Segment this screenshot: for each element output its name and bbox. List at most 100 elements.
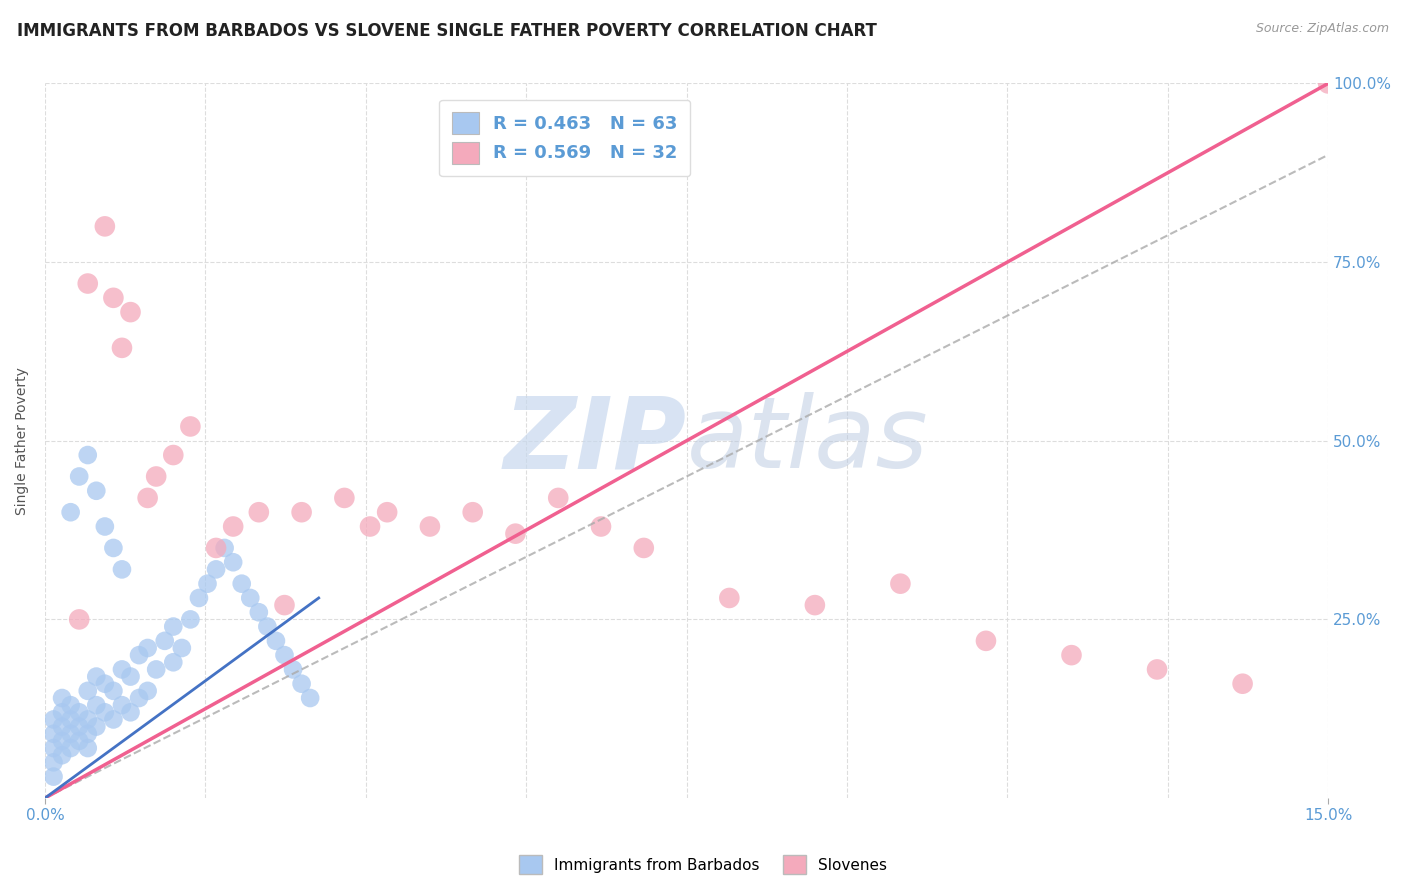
Point: [222, 555, 245, 569]
Point: [273, 648, 295, 662]
Point: [239, 591, 262, 605]
Point: [128, 691, 150, 706]
Point: [67, 720, 90, 734]
Point: [103, 684, 125, 698]
Point: [51, 720, 73, 734]
Text: Source: ZipAtlas.com: Source: ZipAtlas.com: [1256, 22, 1389, 36]
Point: [76, 727, 98, 741]
Point: [42, 727, 65, 741]
Point: [111, 662, 134, 676]
Point: [136, 491, 159, 505]
Point: [889, 576, 911, 591]
Point: [94, 706, 117, 720]
Point: [111, 698, 134, 713]
Point: [247, 605, 270, 619]
Text: IMMIGRANTS FROM BARBADOS VS SLOVENE SINGLE FATHER POVERTY CORRELATION CHART: IMMIGRANTS FROM BARBADOS VS SLOVENE SING…: [17, 22, 877, 40]
Point: [718, 591, 741, 605]
Point: [589, 519, 612, 533]
Point: [205, 562, 228, 576]
Point: [94, 519, 117, 533]
Point: [51, 706, 73, 720]
Point: [1232, 677, 1254, 691]
Point: [974, 633, 997, 648]
Point: [145, 469, 167, 483]
Point: [59, 713, 82, 727]
Point: [273, 598, 295, 612]
Point: [51, 748, 73, 763]
Point: [375, 505, 398, 519]
Point: [179, 419, 201, 434]
Point: [264, 633, 287, 648]
Point: [42, 770, 65, 784]
Point: [59, 741, 82, 756]
Point: [103, 291, 125, 305]
Point: [633, 541, 655, 555]
Point: [136, 684, 159, 698]
Point: [179, 612, 201, 626]
Point: [145, 662, 167, 676]
Point: [59, 727, 82, 741]
Point: [84, 698, 107, 713]
Point: [281, 662, 304, 676]
Point: [120, 305, 142, 319]
Point: [333, 491, 356, 505]
Point: [103, 713, 125, 727]
Point: [214, 541, 236, 555]
Point: [76, 684, 98, 698]
Point: [1146, 662, 1168, 676]
Point: [42, 741, 65, 756]
Point: [76, 277, 98, 291]
Point: [299, 691, 322, 706]
Legend: R = 0.463   N = 63, R = 0.569   N = 32: R = 0.463 N = 63, R = 0.569 N = 32: [439, 100, 690, 176]
Point: [84, 669, 107, 683]
Point: [170, 640, 193, 655]
Point: [51, 734, 73, 748]
Point: [231, 576, 253, 591]
Point: [120, 706, 142, 720]
Point: [547, 491, 569, 505]
Text: atlas: atlas: [686, 392, 928, 489]
Point: [84, 720, 107, 734]
Point: [103, 541, 125, 555]
Point: [419, 519, 441, 533]
Point: [42, 756, 65, 770]
Point: [67, 612, 90, 626]
Point: [94, 219, 117, 234]
Point: [84, 483, 107, 498]
Point: [197, 576, 219, 591]
Point: [76, 713, 98, 727]
Point: [461, 505, 484, 519]
Point: [111, 341, 134, 355]
Point: [804, 598, 827, 612]
Point: [67, 706, 90, 720]
Point: [162, 619, 184, 633]
Point: [120, 669, 142, 683]
Point: [1317, 77, 1340, 91]
Point: [505, 526, 527, 541]
Point: [59, 505, 82, 519]
Text: ZIP: ZIP: [503, 392, 686, 489]
Point: [222, 519, 245, 533]
Legend: Immigrants from Barbados, Slovenes: Immigrants from Barbados, Slovenes: [513, 849, 893, 880]
Point: [247, 505, 270, 519]
Y-axis label: Single Father Poverty: Single Father Poverty: [15, 367, 30, 515]
Point: [188, 591, 211, 605]
Point: [42, 713, 65, 727]
Point: [76, 741, 98, 756]
Point: [291, 677, 314, 691]
Point: [291, 505, 314, 519]
Point: [67, 469, 90, 483]
Point: [205, 541, 228, 555]
Point: [162, 655, 184, 669]
Point: [1060, 648, 1083, 662]
Point: [128, 648, 150, 662]
Point: [76, 448, 98, 462]
Point: [51, 691, 73, 706]
Point: [256, 619, 278, 633]
Point: [359, 519, 381, 533]
Point: [59, 698, 82, 713]
Point: [136, 640, 159, 655]
Point: [67, 734, 90, 748]
Point: [111, 562, 134, 576]
Point: [162, 448, 184, 462]
